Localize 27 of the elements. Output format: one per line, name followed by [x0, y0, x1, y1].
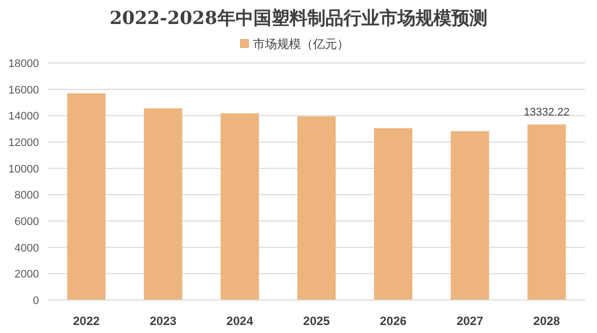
- y-tick-label: 14000: [8, 110, 39, 123]
- bar: [220, 113, 259, 300]
- bar: [67, 93, 106, 300]
- bar: [297, 116, 336, 300]
- x-tick-label: 2022: [73, 314, 100, 328]
- y-tick-label: 10000: [8, 163, 39, 176]
- y-tick-label: 12000: [8, 137, 39, 149]
- x-tick-label: 2025: [303, 314, 330, 328]
- x-tick-label: 2024: [226, 314, 254, 328]
- y-tick-label: 0: [32, 295, 39, 307]
- y-tick-label: 8000: [14, 190, 39, 202]
- chart-title: 2022-2028年中国塑料制品行业市场规模预测: [110, 8, 488, 29]
- bar: [527, 124, 566, 300]
- y-tick-label: 4000: [14, 242, 39, 254]
- x-tick-label: 2028: [533, 314, 560, 328]
- bar: [450, 131, 490, 300]
- x-tick-label: 2023: [150, 314, 177, 328]
- x-tick-label: 2027: [456, 314, 484, 328]
- y-tick-label: 2000: [14, 268, 39, 281]
- x-tick-label: 2026: [380, 314, 407, 328]
- y-tick-label: 16000: [8, 84, 39, 96]
- bar: [144, 108, 182, 300]
- y-tick-label: 6000: [14, 216, 39, 228]
- data-label: 13332.22: [524, 106, 570, 118]
- legend-label: 市场规模（亿元）: [253, 37, 349, 51]
- bar: [374, 128, 412, 300]
- y-tick-label: 18000: [8, 58, 39, 70]
